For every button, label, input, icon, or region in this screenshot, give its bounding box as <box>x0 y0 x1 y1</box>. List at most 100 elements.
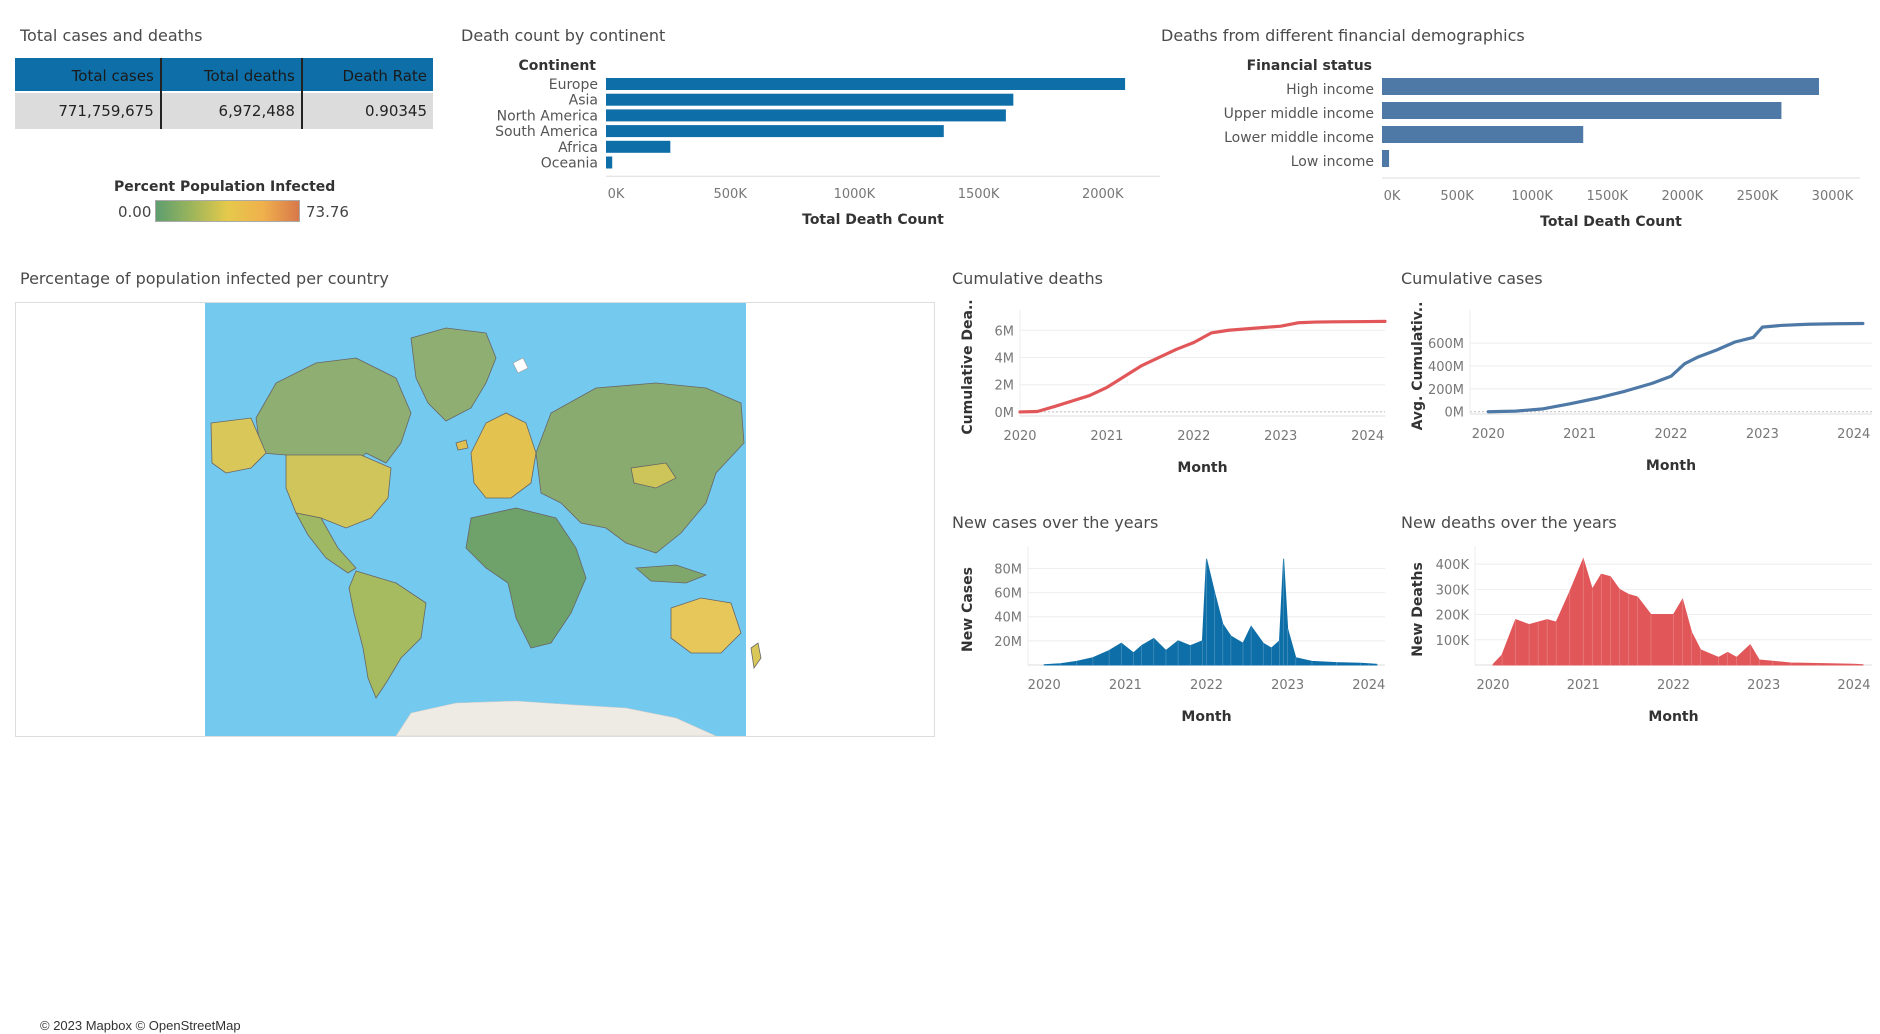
x-tick-label: 500K <box>1440 189 1474 204</box>
y-tick-label: 400M <box>1428 360 1464 375</box>
x-tick-label: 2000K <box>1662 189 1704 204</box>
new-deaths-title: New deaths over the years <box>1401 513 1617 532</box>
kpi-table: Total cases Total deaths Death Rate 771,… <box>15 58 433 129</box>
category-label: Low income <box>1291 154 1374 170</box>
bar <box>1382 126 1584 143</box>
y-tick-label: 0M <box>995 406 1015 421</box>
map-region-africa <box>465 507 587 649</box>
map-legend-min: 0.00 <box>118 203 152 221</box>
x-tick-label: 2500K <box>1737 189 1779 204</box>
x-axis-title: Total Death Count <box>1540 214 1682 230</box>
kpi-value-death-rate: 0.90345 <box>301 91 433 129</box>
x-tick-label: 2000K <box>1082 187 1124 202</box>
x-tick-label: 0K <box>1384 189 1401 204</box>
map-region-svalbard <box>512 357 529 374</box>
map-region-greenland <box>410 327 497 422</box>
x-tick-label: 2023 <box>1747 678 1780 693</box>
y-tick-label: 400K <box>1436 558 1470 573</box>
x-axis-title: Month <box>1646 458 1696 474</box>
y-tick-label: 80M <box>994 562 1022 577</box>
y-tick-label: 6M <box>995 324 1015 339</box>
x-tick-label: 1500K <box>958 187 1000 202</box>
cum-deaths-title: Cumulative deaths <box>952 269 1103 288</box>
bar <box>1382 78 1819 95</box>
x-tick-label: 0K <box>608 187 625 202</box>
map-region-indonesia <box>635 564 708 584</box>
x-tick-label: 2022 <box>1177 429 1210 444</box>
x-tick-label: 2023 <box>1264 429 1297 444</box>
y-tick-label: 2M <box>995 379 1015 394</box>
category-label: North America <box>497 108 598 124</box>
bar <box>1382 102 1782 119</box>
cumulative-cases-chart: 0M 200M 400M 600M 2020 2021 2022 2023 2024 Month A… <box>1410 302 1872 474</box>
map-title: Percentage of population infected per co… <box>20 269 389 288</box>
y-tick-label: 100K <box>1436 634 1470 649</box>
category-label: Asia <box>569 93 598 109</box>
x-tick-label: 2021 <box>1567 678 1600 693</box>
bar <box>606 125 944 138</box>
y-tick-label: 300K <box>1436 583 1470 598</box>
x-tick-label: 2022 <box>1190 678 1223 693</box>
x-tick-label: 2024 <box>1352 678 1385 693</box>
x-tick-label: 2022 <box>1654 427 1687 442</box>
x-tick-label: 2020 <box>1028 678 1061 693</box>
bar <box>606 78 1126 90</box>
map-region-south-america <box>348 570 427 699</box>
x-tick-label: 2021 <box>1090 429 1123 444</box>
x-tick-label: 1000K <box>834 187 876 202</box>
x-tick-label: 2023 <box>1746 427 1779 442</box>
map-region-usa <box>285 454 392 529</box>
financial-chart-title: Deaths from different financial demograp… <box>1161 26 1525 45</box>
x-tick-label: 2024 <box>1837 427 1870 442</box>
map-region-mongolia <box>630 462 677 489</box>
category-label: Upper middle income <box>1224 106 1374 122</box>
y-axis-title: Avg. Cumulativ.. <box>1410 302 1426 431</box>
y-tick-label: 200K <box>1436 609 1470 624</box>
kpi-header-total-deaths: Total deaths <box>160 58 303 92</box>
map-region-iceland <box>455 439 469 451</box>
kpi-value-row: 771,759,675 6,972,488 0.90345 <box>15 91 433 129</box>
x-axis-title: Month <box>1648 709 1698 725</box>
line-series <box>1486 321 1865 414</box>
y-tick-label: 20M <box>994 635 1022 650</box>
bar <box>606 140 671 153</box>
map-region-central-america <box>295 512 357 574</box>
cumulative-deaths-chart: 0M 2M 4M 6M 2020 2021 2022 2023 2024 Month Cumulat… <box>960 299 1387 476</box>
x-tick-label: 2024 <box>1351 429 1384 444</box>
y-axis-title: New Deaths <box>1410 562 1426 657</box>
category-label: Africa <box>558 140 598 156</box>
new-cases-title: New cases over the years <box>952 513 1159 532</box>
category-label: Lower middle income <box>1224 130 1374 146</box>
map-credit[interactable]: © 2023 Mapbox © OpenStreetMap <box>36 1017 245 1034</box>
y-axis-title: New Cases <box>960 567 976 652</box>
x-tick-label: 2021 <box>1109 678 1142 693</box>
category-label: South America <box>495 124 598 140</box>
map-legend-gradient <box>155 200 300 222</box>
x-tick-label: 500K <box>714 187 748 202</box>
bar <box>606 109 1006 122</box>
y-tick-label: 0M <box>1445 406 1465 421</box>
x-tick-label: 2022 <box>1657 678 1690 693</box>
x-tick-label: 3000K <box>1812 189 1854 204</box>
y-tick-label: 600M <box>1428 337 1464 352</box>
line-series <box>1018 319 1387 414</box>
bar <box>1382 150 1390 167</box>
map-region-new-zealand <box>750 642 762 670</box>
cum-cases-title: Cumulative cases <box>1401 269 1543 288</box>
new-deaths-chart: 100K 200K 300K 400K 2020 2021 2022 2023 2024 Mont… <box>1410 546 1872 725</box>
map-legend-max: 73.76 <box>306 203 349 221</box>
y-tick-label: 4M <box>995 351 1015 366</box>
category-header: Continent <box>519 58 597 74</box>
x-tick-label: 2020 <box>1476 678 1509 693</box>
category-label: Europe <box>549 77 598 93</box>
y-axis-title: Cumulative Dea.. <box>960 299 976 434</box>
x-axis-title: Month <box>1177 460 1227 476</box>
kpi-value-total-cases: 771,759,675 <box>15 91 162 129</box>
map-legend-title: Percent Population Infected <box>114 179 336 195</box>
map-region-antarctica <box>395 700 717 737</box>
kpi-value-total-deaths: 6,972,488 <box>160 91 303 129</box>
totals-title: Total cases and deaths <box>20 26 203 45</box>
choropleth-map[interactable]: © 2023 Mapbox © OpenStreetMap <box>15 302 935 1034</box>
area-series <box>1043 558 1378 666</box>
y-tick-label: 200M <box>1428 383 1464 398</box>
